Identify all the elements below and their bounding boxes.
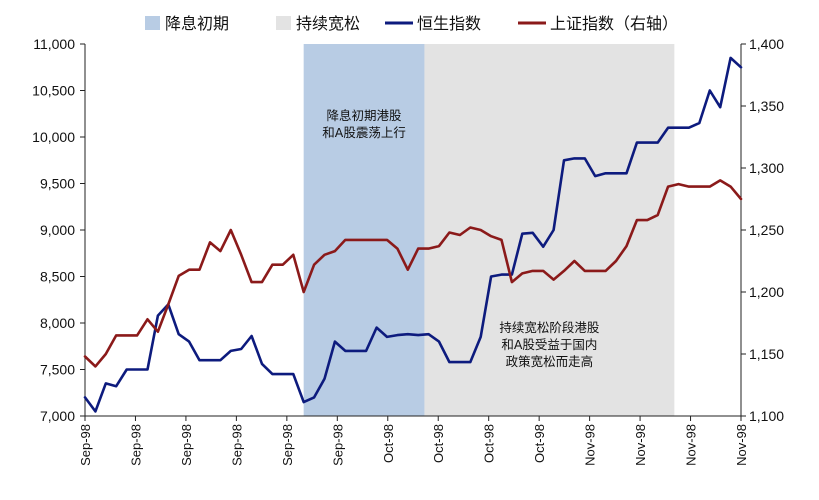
annotation-easing: 和A股受益于国内 xyxy=(501,337,597,352)
x-tick-label: Sep-98 xyxy=(280,424,295,466)
x-tick-label: Sep-98 xyxy=(179,424,194,466)
x-tick-label: Oct-98 xyxy=(381,424,396,463)
legend-swatch xyxy=(145,16,160,30)
y2-tick-label: 1,350 xyxy=(749,98,784,114)
x-tick-label: Sep-98 xyxy=(229,424,244,466)
legend-label: 恒生指数 xyxy=(417,14,481,33)
series-line-shanghai xyxy=(83,179,743,368)
x-tick-label: Oct-98 xyxy=(431,424,446,463)
x-tick-label: Sep-98 xyxy=(128,424,143,466)
annotation-easing: 政策宽松而走高 xyxy=(506,354,594,369)
annotation-rate-cut: 降息初期港股 xyxy=(327,108,403,123)
y2-tick-label: 1,200 xyxy=(749,284,784,300)
shaded-regions xyxy=(303,44,675,416)
legend-label: 降息初期 xyxy=(165,14,229,33)
x-tick-label: Oct-98 xyxy=(482,424,497,463)
x-tick-label: Oct-98 xyxy=(532,424,547,463)
x-tick-label: Nov-98 xyxy=(633,424,648,466)
x-tick-label: Nov-98 xyxy=(734,424,749,466)
x-tick-label: Nov-98 xyxy=(684,424,699,466)
annotation-easing: 持续宽松阶段港股 xyxy=(499,320,600,335)
y2-tick-label: 1,400 xyxy=(749,36,784,52)
annotation-rate-cut: 和A股震荡上行 xyxy=(322,125,406,140)
axes: 7,000 7,500 8,000 8,500 9,000 9,500 10,000 10,5… xyxy=(32,36,784,466)
y2-tick-label: 1,100 xyxy=(749,408,784,424)
y2-tick-label: 1,250 xyxy=(749,222,784,238)
y-tick-label: 9,500 xyxy=(40,176,75,192)
y-tick-label: 8,000 xyxy=(40,315,75,331)
y2-tick-label: 1,300 xyxy=(749,160,784,176)
y2-tick-label: 1,150 xyxy=(749,346,784,362)
x-tick-label: Nov-98 xyxy=(583,424,598,466)
x-tick-label: Sep-98 xyxy=(330,424,345,466)
y-tick-label: 8,500 xyxy=(40,269,75,285)
y-tick-label: 9,000 xyxy=(40,222,75,238)
legend-swatch xyxy=(276,16,291,30)
y-tick-label: 7,500 xyxy=(40,362,75,378)
series-line-hang-seng xyxy=(83,56,743,413)
legend: 降息初期 持续宽松 恒生指数 上证指数（右轴） xyxy=(145,14,678,33)
y-tick-label: 7,000 xyxy=(40,408,75,424)
y-tick-label: 10,500 xyxy=(32,83,75,99)
x-tick-label: Sep-98 xyxy=(78,424,93,466)
y-tick-label: 10,000 xyxy=(32,129,75,145)
shaded-region-rate-cut xyxy=(303,44,425,416)
legend-label: 上证指数（右轴） xyxy=(550,14,678,33)
legend-label: 持续宽松 xyxy=(296,14,360,33)
series-lines xyxy=(83,56,743,413)
y-tick-label: 11,000 xyxy=(33,36,75,52)
